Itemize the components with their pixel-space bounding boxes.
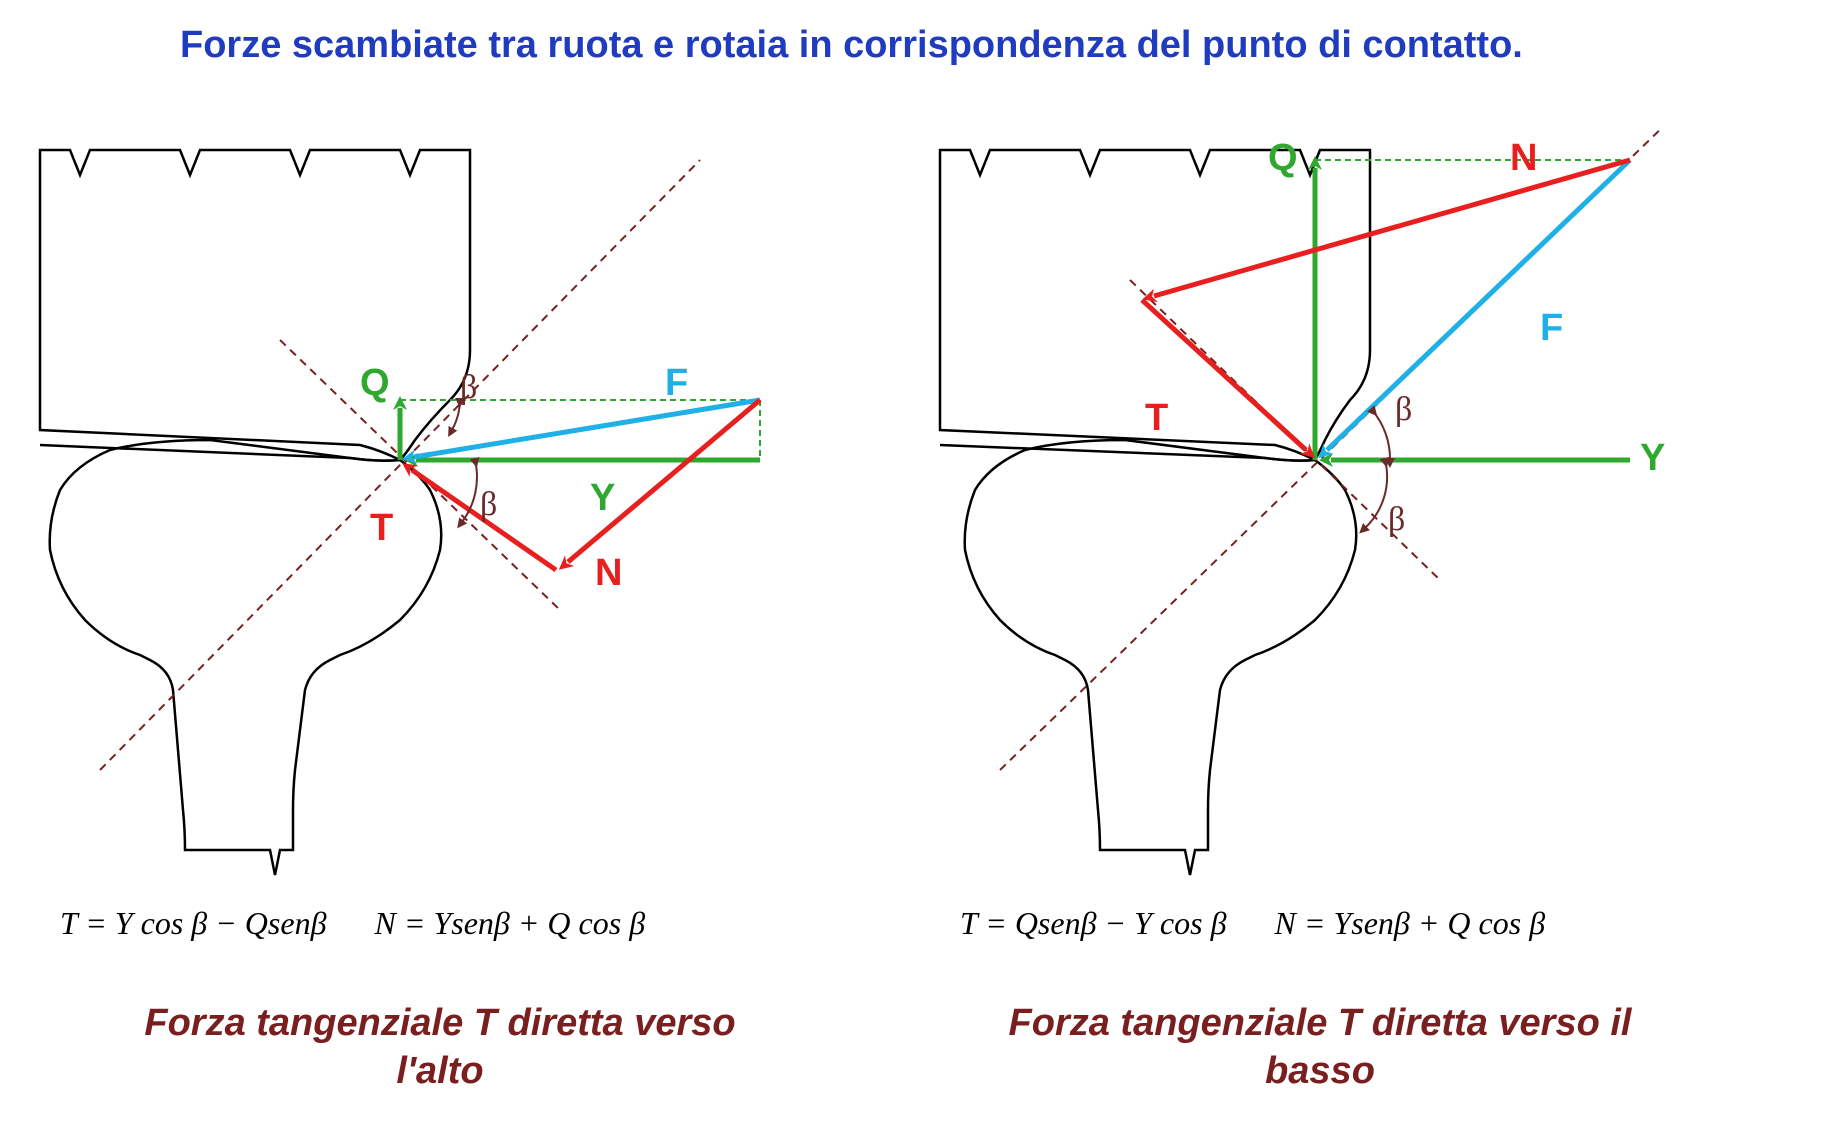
label-F-left: F [665,362,688,404]
caption-left-text: Forza tangenziale T diretta verso l'alto [144,1002,735,1092]
label-Q-left: Q [360,362,390,404]
diagram-area: Q Y F N T β β Q Y F N T β β [0,130,1830,890]
caption-right: Forza tangenziale T diretta verso il bas… [1000,1000,1640,1095]
title-text: Forze scambiate tra ruota e rotaia in co… [180,24,1523,66]
eq-left-T: T = Y cos β − Qsenβ [60,905,327,941]
wheel-profile-left [40,150,470,460]
label-N-right: N [1510,137,1537,179]
label-Y-right: Y [1640,437,1665,479]
label-beta-upper-left: β [460,369,477,406]
label-F-right: F [1540,307,1563,349]
left-diagram: Q Y F N T β β [40,150,760,875]
beta-arc-upper-right [1372,410,1390,460]
caption-right-text: Forza tangenziale T diretta verso il bas… [1009,1002,1632,1092]
label-beta-lower-right: β [1388,501,1405,538]
equations-left: T = Y cos β − Qsenβ N = Ysenβ + Q cos β [60,905,685,942]
label-T-right: T [1145,397,1168,439]
eq-left-N: N = Ysenβ + Q cos β [375,905,646,941]
tangent-axis-left [100,160,700,770]
label-beta-upper-right: β [1395,391,1412,428]
caption-left: Forza tangenziale T diretta verso l'alto [120,1000,760,1095]
rail-profile-left [50,440,442,875]
label-T-left: T [370,507,393,549]
page-title: Forze scambiate tra ruota e rotaia in co… [180,20,1730,71]
label-beta-lower-left: β [480,486,497,523]
diagram-svg: Q Y F N T β β Q Y F N T β β [0,130,1830,890]
rail-profile-right [965,440,1357,875]
tangent-axis-right [1000,130,1670,770]
right-diagram: Q Y F N T β β [940,130,1670,875]
beta-arc-upper-left [452,400,460,430]
label-N-left: N [595,552,622,594]
equations-right: T = Qsenβ − Y cos β N = Ysenβ + Q cos β [960,905,1585,942]
label-Q-right: Q [1268,137,1298,179]
arrow-F-left [414,400,760,457]
eq-right-T: T = Qsenβ − Y cos β [960,905,1227,941]
label-Y-left: Y [590,477,615,519]
eq-right-N: N = Ysenβ + Q cos β [1275,905,1546,941]
